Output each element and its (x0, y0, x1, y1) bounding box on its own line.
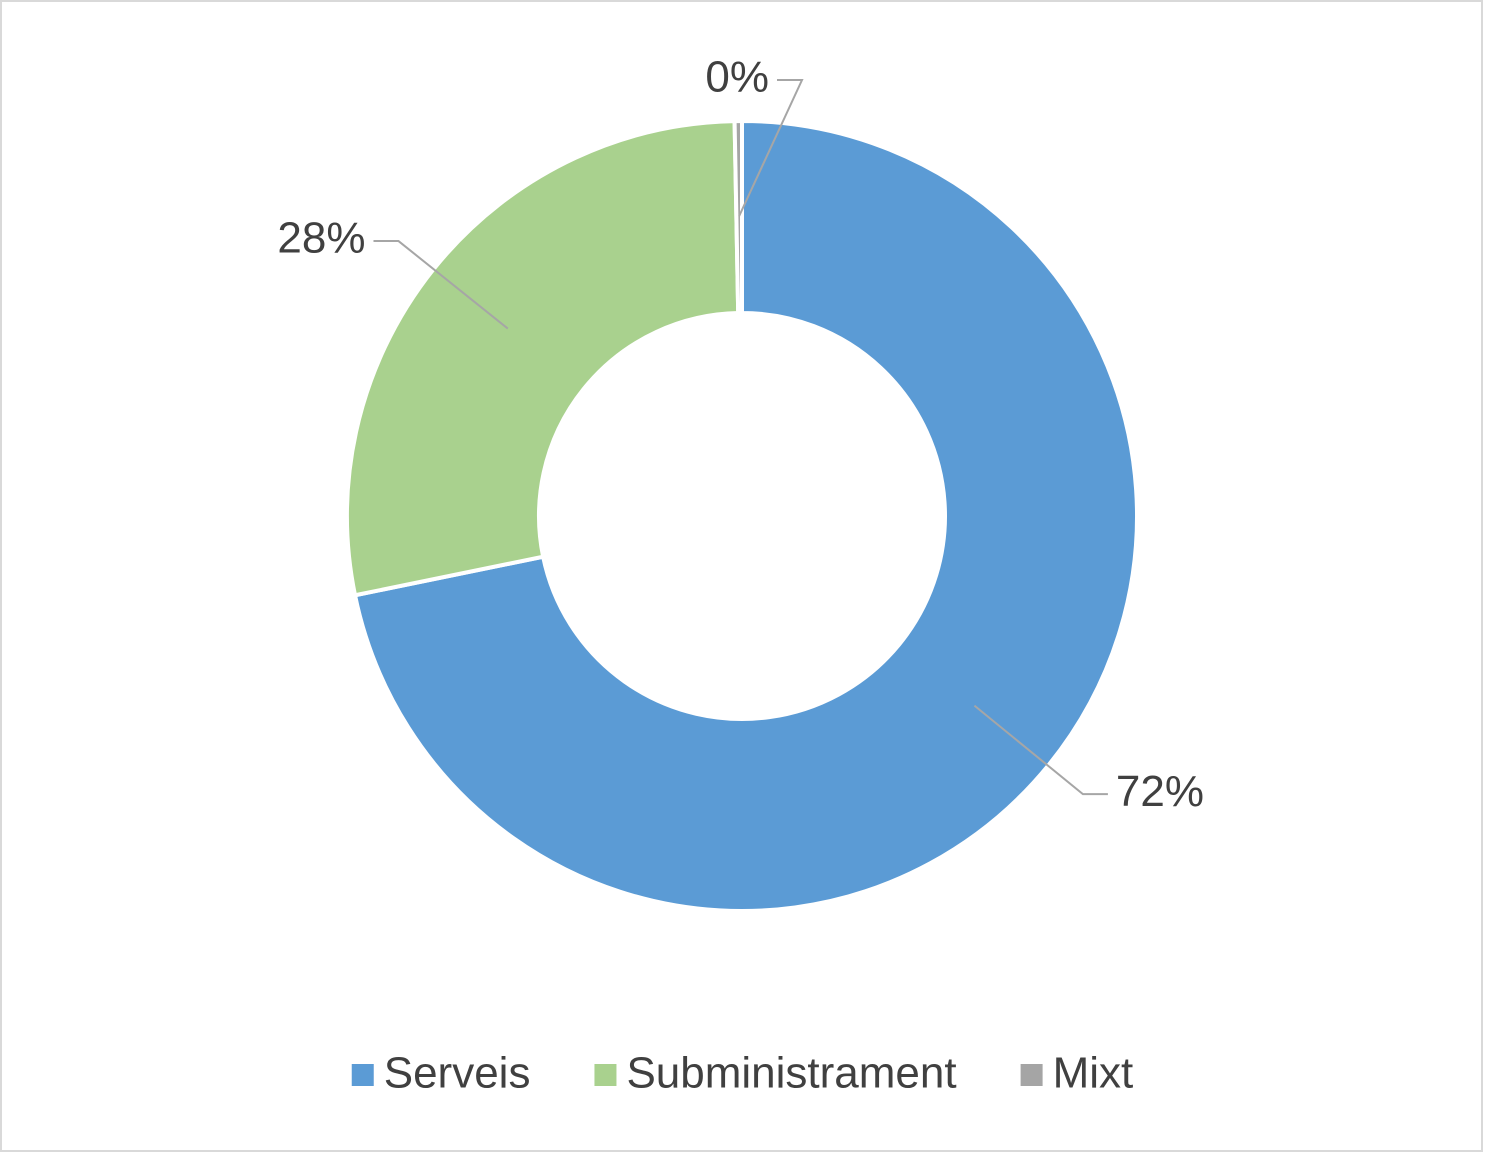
donut-slice (345, 119, 741, 598)
leader-line (373, 240, 509, 330)
leader-line (973, 704, 1108, 796)
leader-line (738, 79, 804, 217)
legend: Serveis Subministrament Mixt (351, 1049, 1134, 1098)
legend-swatch (1020, 1064, 1043, 1086)
data-label: 72% (1116, 767, 1204, 816)
legend-label: Serveis (384, 1049, 531, 1098)
legend-swatch (594, 1064, 617, 1086)
data-label: 28% (277, 214, 365, 263)
donut-slice (352, 118, 1139, 913)
legend-swatch (351, 1064, 374, 1086)
donut-slice (732, 118, 744, 316)
legend-label: Mixt (1053, 1049, 1134, 1098)
legend-label: Subministrament (626, 1049, 956, 1098)
data-label: 0% (705, 53, 769, 102)
